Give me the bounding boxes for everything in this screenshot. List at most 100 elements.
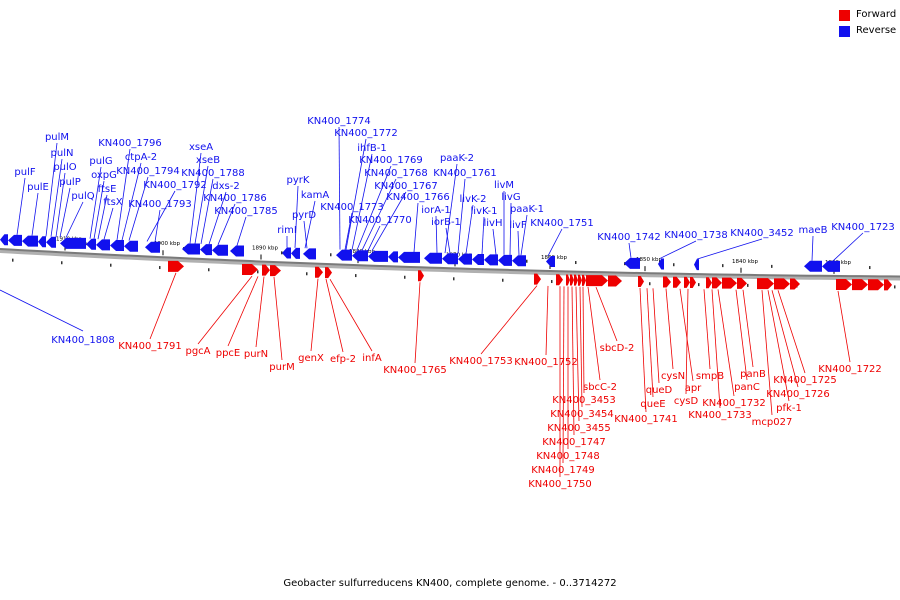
gene-pointer-line	[329, 278, 373, 352]
gene-pointer-line	[646, 288, 654, 398]
gene-pointer-line	[371, 191, 407, 251]
forward-gene-arrow	[534, 273, 541, 285]
forward-gene-arrow	[270, 265, 281, 277]
forward-gene-arrow	[852, 279, 868, 291]
gene-pointer-line	[338, 126, 341, 250]
gene-label-kn400-1751: KN400_1751	[530, 218, 594, 229]
minor-tick	[404, 275, 406, 279]
gene-label-kn400-1750: KN400_1750	[528, 479, 592, 490]
gene-label-apr: apr	[685, 383, 702, 394]
gene-pointer-line	[445, 227, 451, 254]
gene-label-efp-2: efp-2	[330, 354, 356, 365]
gene-label-kn400-1723: KN400_1723	[831, 222, 895, 233]
gene-label-sbcd-2: sbcD-2	[600, 343, 635, 354]
reverse-gene-arrow	[804, 260, 822, 272]
gene-label-kn400-1774: KN400_1774	[307, 116, 371, 127]
gene-label-livm: livM	[494, 180, 514, 191]
gene-label-maeb: maeB	[799, 225, 828, 236]
gene-pointer-line	[444, 163, 458, 254]
gene-label-quee: queE	[640, 399, 665, 410]
gene-label-kn400-1753: KN400_1753	[449, 356, 513, 367]
scale-label: 1890 kbp	[252, 245, 278, 251]
gene-pointer-line	[435, 215, 438, 253]
reverse-gene-arrow	[398, 251, 420, 263]
gene-pointer-line	[832, 232, 864, 262]
reverse-gene-arrow	[368, 250, 388, 262]
gene-pointer-line	[717, 289, 735, 397]
gene-label-kn400-1796: KN400_1796	[98, 138, 162, 149]
gene-pointer-line	[639, 288, 647, 413]
reverse-gene-arrow	[472, 254, 484, 266]
gene-label-kn400-1769: KN400_1769	[359, 155, 423, 166]
gene-label-ihfb-1: ihfB-1	[357, 143, 386, 154]
gene-pointer-line	[149, 272, 177, 340]
gene-label-kn400-1726: KN400_1726	[766, 389, 830, 400]
reverse-gene-arrow	[546, 256, 555, 268]
reverse-gene-arrow	[388, 251, 398, 263]
gene-pointer-line	[679, 288, 694, 382]
gene-pointer-line	[200, 178, 214, 245]
legend-reverse-label: Reverse	[856, 25, 897, 36]
forward-gene-arrow	[608, 275, 622, 287]
gene-label-ppce: ppcE	[216, 348, 241, 359]
reverse-gene-arrow	[822, 260, 840, 272]
forward-gene-arrow	[836, 279, 852, 291]
reverse-gene-arrow	[200, 244, 212, 256]
forward-gene-arrow	[586, 275, 608, 287]
gene-label-kn400-1765: KN400_1765	[383, 365, 447, 376]
gene-label-kn400-1748: KN400_1748	[536, 451, 600, 462]
gene-label-iorb-1: iorB-1	[431, 217, 461, 228]
gene-pointer-line	[50, 158, 63, 237]
gene-pointer-line	[413, 202, 419, 253]
gene-pointer-line	[465, 204, 474, 254]
reverse-gene-arrow	[38, 236, 46, 248]
gene-pointer-line	[303, 220, 308, 249]
forward-gene-arrow	[578, 274, 582, 286]
forward-gene-arrow	[638, 276, 644, 288]
gene-pointer-line	[545, 285, 549, 356]
reverse-gene-arrow	[442, 253, 458, 265]
gene-pointer-line	[97, 194, 108, 240]
forward-gene-arrow	[574, 274, 578, 286]
minor-tick	[649, 282, 651, 286]
gene-label-kn400-1752: KN400_1752	[514, 357, 578, 368]
gene-pointer-line	[457, 178, 466, 254]
gene-label-kn400-1738: KN400_1738	[664, 230, 728, 241]
gene-pointer-line	[711, 289, 721, 409]
forward-gene-arrow	[418, 270, 424, 282]
backbone-shadow	[0, 249, 900, 281]
forward-gene-arrow	[262, 264, 270, 276]
minor-tick	[575, 261, 577, 265]
gene-label-cysd: cysD	[674, 396, 699, 407]
minor-tick	[551, 280, 553, 284]
gene-pointer-line	[154, 209, 161, 242]
gene-label-pulp: pulP	[59, 177, 81, 188]
reverse-gene-arrow	[8, 234, 22, 246]
forward-gene-arrow	[315, 266, 323, 278]
gene-label-infa: infA	[362, 353, 382, 364]
gene-label-cysn: cysN	[661, 371, 685, 382]
minor-tick	[281, 251, 283, 255]
gene-pointer-line	[595, 286, 618, 342]
gene-label-kn400-1772: KN400_1772	[334, 128, 398, 139]
gene-label-kn400-1767: KN400_1767	[374, 181, 438, 192]
reverse-gene-arrow	[182, 243, 200, 255]
gene-label-paak-1: paaK-1	[510, 204, 544, 215]
gene-pointer-line	[194, 165, 209, 244]
gene-label-kn400-1749: KN400_1749	[531, 465, 595, 476]
gene-label-kn400-3454: KN400_3454	[550, 409, 614, 420]
gene-pointer-line	[121, 162, 142, 241]
gene-pointer-line	[356, 165, 392, 251]
gene-label-kn400-1768: KN400_1768	[364, 168, 428, 179]
gene-pointer-line	[767, 290, 790, 402]
gene-label-kn400-1791: KN400_1791	[118, 341, 182, 352]
reverse-gene-arrow	[336, 249, 352, 261]
gene-label-kn400-1808: KN400_1808	[51, 335, 115, 346]
gene-pointer-line	[587, 286, 601, 381]
gene-label-kn400-1733: KN400_1733	[688, 410, 752, 421]
minor-tick	[61, 261, 63, 265]
reverse-gene-arrow	[458, 253, 472, 265]
reverse-gene-arrow	[352, 250, 368, 262]
gene-label-kn400-3452: KN400_3452	[730, 228, 794, 239]
